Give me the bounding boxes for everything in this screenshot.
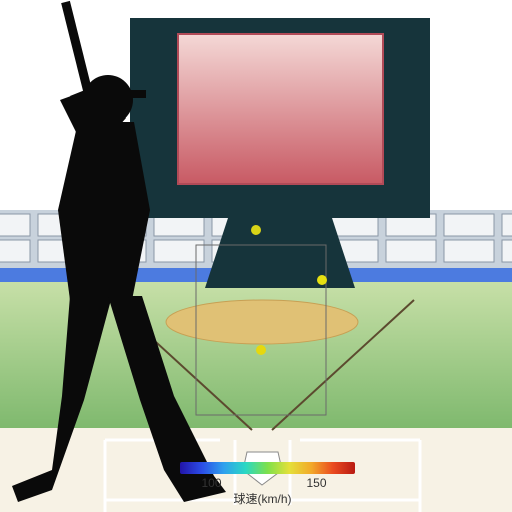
pitch-location-chart: 100 150 球速(km/h) [0, 0, 512, 512]
pitch-marker [256, 345, 266, 355]
colorbar-tick-100: 100 [202, 476, 222, 490]
speed-colorbar [180, 462, 355, 474]
pitch-marker [317, 275, 327, 285]
infield-dirt [166, 300, 358, 344]
colorbar-title: 球速(km/h) [234, 490, 292, 507]
colorbar-tick-150: 150 [307, 476, 327, 490]
pitch-marker [251, 225, 261, 235]
